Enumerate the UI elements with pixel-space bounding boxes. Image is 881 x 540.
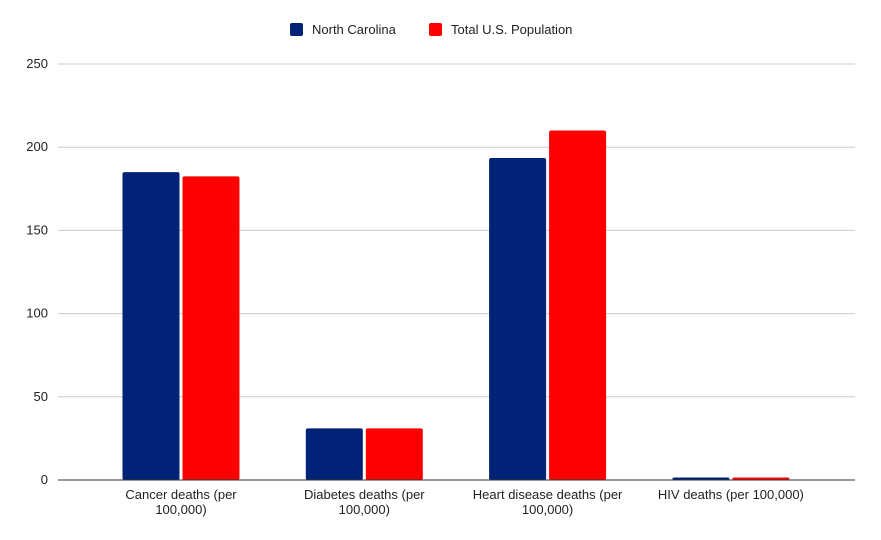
y-tick-label: 200 — [26, 139, 48, 154]
bar-us-total-1 — [365, 428, 423, 480]
bar-us-total-0 — [182, 176, 240, 480]
y-tick-label: 250 — [26, 56, 48, 71]
bar-us-total-2 — [549, 130, 607, 480]
bars — [122, 130, 790, 481]
x-tick-label: Diabetes deaths (per — [304, 487, 425, 502]
x-tick-label: HIV deaths (per 100,000) — [658, 487, 804, 502]
bar-north-carolina-2 — [489, 158, 547, 481]
x-tick-label: 100,000) — [155, 502, 206, 517]
bar-north-carolina-3 — [672, 477, 730, 480]
legend-label: North Carolina — [312, 22, 397, 37]
legend-label: Total U.S. Population — [451, 22, 572, 37]
x-tick-label: 100,000) — [339, 502, 390, 517]
y-tick-label: 50 — [34, 389, 48, 404]
x-tick-label: Cancer deaths (per — [125, 487, 237, 502]
legend: North Carolina Total U.S. Population — [290, 22, 572, 37]
bar-north-carolina-1 — [305, 428, 363, 480]
bar-north-carolina-0 — [122, 172, 180, 480]
bar-us-total-3 — [732, 477, 790, 480]
legend-swatch — [290, 23, 303, 36]
y-tick-label: 0 — [41, 472, 48, 487]
y-tick-label: 100 — [26, 306, 48, 321]
x-tick-label: Heart disease deaths (per — [473, 487, 623, 502]
x-tick-label: 100,000) — [522, 502, 573, 517]
legend-swatch — [429, 23, 442, 36]
y-axis-ticks: 0 50 100 150 200 250 — [26, 56, 48, 487]
y-tick-label: 150 — [26, 222, 48, 237]
